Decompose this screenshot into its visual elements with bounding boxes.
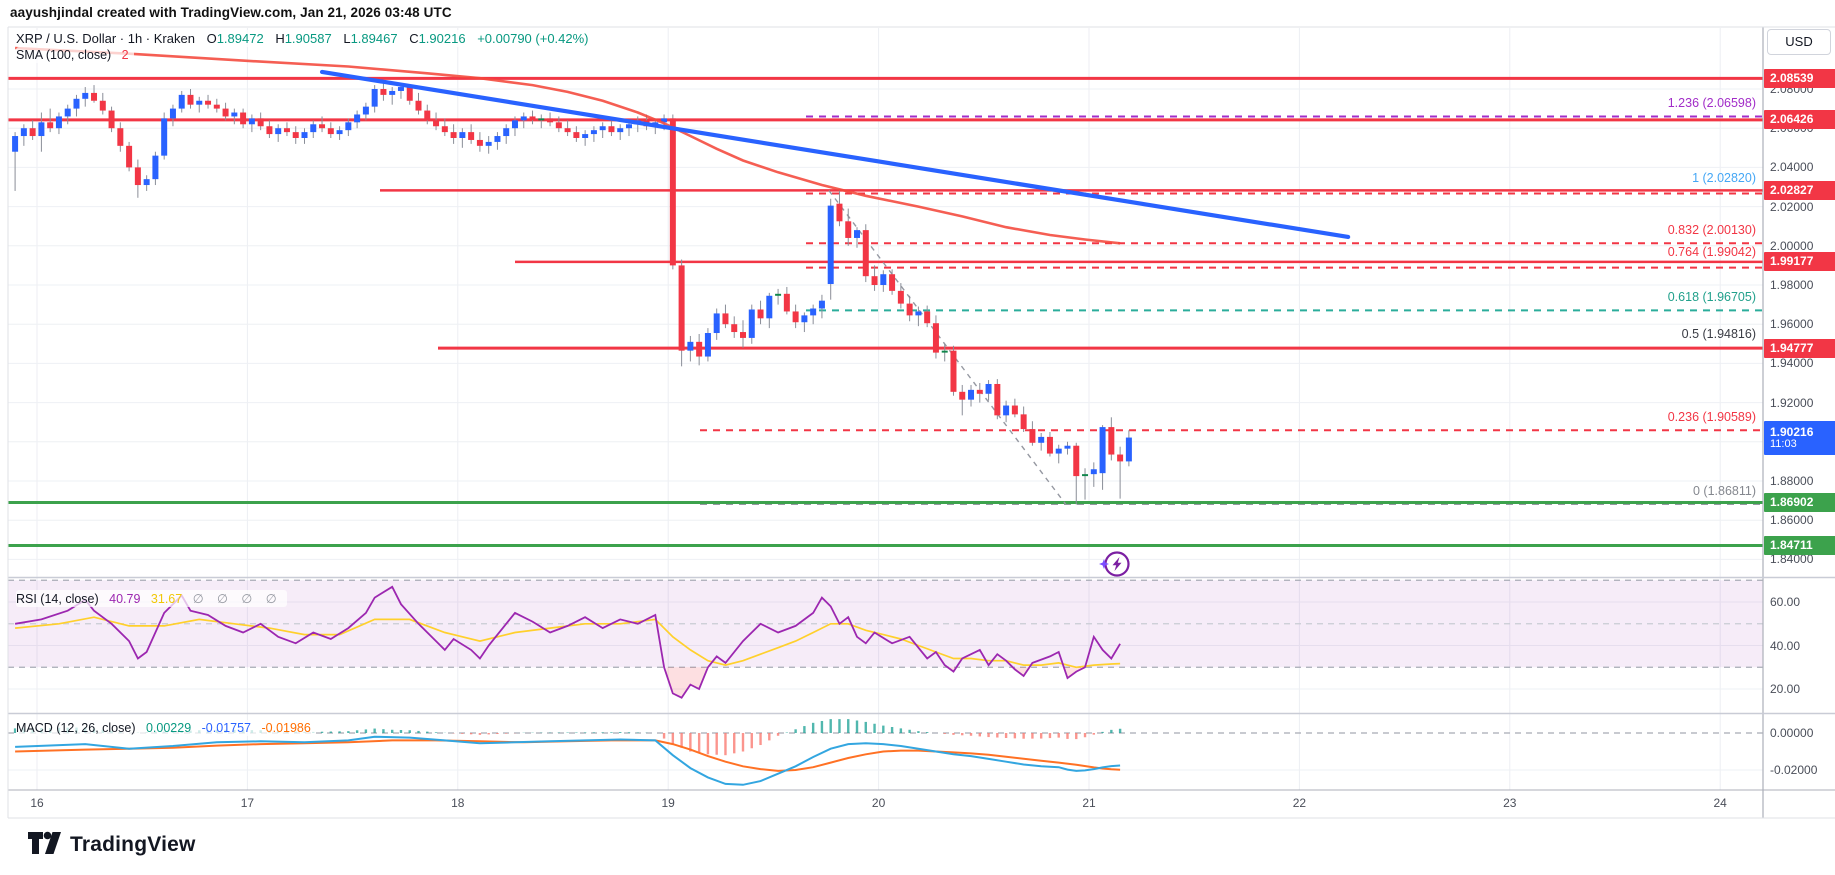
- flash-idea-icon[interactable]: [1092, 548, 1140, 584]
- price-tag: 1.90216 11:03: [1764, 420, 1835, 455]
- price-tick-label: 1.92000: [1770, 395, 1814, 410]
- low-value: 1.89467: [350, 31, 398, 46]
- rsi-tick-label: 40.00: [1770, 638, 1801, 653]
- time-axis-label: 20: [871, 796, 886, 810]
- rsi-tick-label: 60.00: [1770, 595, 1801, 609]
- price-tag: 2.02827: [1764, 180, 1835, 200]
- lightning-bolt-icon: [1112, 557, 1122, 571]
- price-tick-label: 1.96000: [1770, 317, 1814, 332]
- tradingview-logo[interactable]: TradingView: [28, 831, 196, 858]
- price-tick-label: 1.94000: [1770, 356, 1814, 371]
- macd-tick-label: 0.00000: [1770, 726, 1814, 740]
- rsi-title: RSI (14, close): [16, 592, 99, 606]
- price-tick-label: 1.88000: [1770, 474, 1814, 488]
- macd-legend[interactable]: MACD (12, 26, close) 0.00229 -0.01757 -0…: [16, 720, 316, 736]
- price-tag: 1.84711: [1764, 535, 1835, 555]
- open-label: O: [206, 31, 217, 46]
- rsi-ma-value: 31.67: [150, 592, 183, 606]
- sma-legend[interactable]: SMA (100, close) 2: [16, 47, 134, 63]
- macd-value: -0.01757: [201, 721, 251, 735]
- fib-level-label: 1.236 (2.06598): [1667, 96, 1756, 111]
- time-axis-label: 22: [1292, 796, 1307, 810]
- close-label: C: [409, 31, 419, 46]
- time-axis-label: 24: [1713, 796, 1727, 810]
- macd-hist-value: 0.00229: [145, 721, 192, 735]
- rsi-value: 40.79: [109, 592, 141, 606]
- price-tag: 2.08539: [1764, 68, 1835, 88]
- tradingview-logo-text: TradingView: [70, 832, 196, 856]
- fib-level-label: 0.236 (1.90589): [1667, 410, 1756, 425]
- close-value: 1.90216: [418, 31, 466, 46]
- time-axis-label: 23: [1503, 796, 1517, 810]
- high-label: H: [275, 31, 285, 46]
- symbol-title: XRP / U.S. Dollar · 1h · Kraken: [16, 31, 195, 46]
- fib-level-label: 1 (2.02820): [1692, 170, 1756, 185]
- price-tag-countdown: 11:03: [1770, 437, 1797, 450]
- price-tag: 1.86902: [1764, 493, 1835, 513]
- low-label: L: [343, 31, 351, 46]
- fib-level-label: 0.764 (1.99042): [1667, 244, 1756, 259]
- time-axis-label: 21: [1082, 796, 1096, 810]
- time-axis-label: 17: [240, 796, 255, 810]
- price-tick-label: 1.86000: [1770, 513, 1814, 528]
- fib-level-label: 0.618 (1.96705): [1667, 290, 1756, 305]
- change-value: +0.00790 (+0.42%): [477, 31, 589, 46]
- price-tick-label: 2.02000: [1770, 199, 1814, 214]
- macd-signal-value: -0.01986: [261, 721, 311, 735]
- rsi-legend[interactable]: RSI (14, close) 40.79 31.67 ∅ ∅ ∅ ∅: [16, 590, 287, 607]
- open-value: 1.89472: [216, 31, 264, 46]
- high-value: 1.90587: [284, 31, 332, 46]
- sma-value: 2: [121, 48, 129, 62]
- price-tick-label: 2.00000: [1770, 238, 1814, 253]
- usd-currency-button[interactable]: USD: [1767, 29, 1831, 55]
- sma-title: SMA (100, close): [16, 48, 112, 62]
- rsi-tick-label: 20.00: [1770, 682, 1801, 696]
- symbol-legend[interactable]: XRP / U.S. Dollar · 1h · Kraken O1.89472…: [16, 30, 594, 47]
- tradingview-mark-icon: [28, 831, 61, 854]
- attribution-text: aayushjindal created with TradingView.co…: [10, 5, 452, 20]
- time-axis-label: 16: [30, 796, 44, 810]
- price-tag: 1.99177: [1764, 252, 1835, 272]
- price-tick-label: 1.98000: [1770, 278, 1814, 292]
- fib-level-label: 0.5 (1.94816): [1681, 327, 1756, 342]
- sparkle-icon: [1099, 559, 1109, 569]
- price-tick-label: 1.84000: [1770, 552, 1814, 567]
- price-tag: 1.94777: [1764, 338, 1835, 358]
- price-tick-label: 2.04000: [1770, 160, 1814, 175]
- macd-title: MACD (12, 26, close): [16, 721, 136, 735]
- rsi-empty-values: ∅ ∅ ∅ ∅: [192, 592, 282, 606]
- fib-level-label: 0.832 (2.00130): [1667, 223, 1756, 238]
- price-tag: 2.06426: [1764, 110, 1835, 130]
- fib-level-label: 0 (1.86811): [1692, 484, 1756, 499]
- time-axis-label: 19: [661, 796, 675, 810]
- macd-tick-label: -0.02000: [1770, 763, 1818, 777]
- time-axis-label: 18: [451, 796, 465, 810]
